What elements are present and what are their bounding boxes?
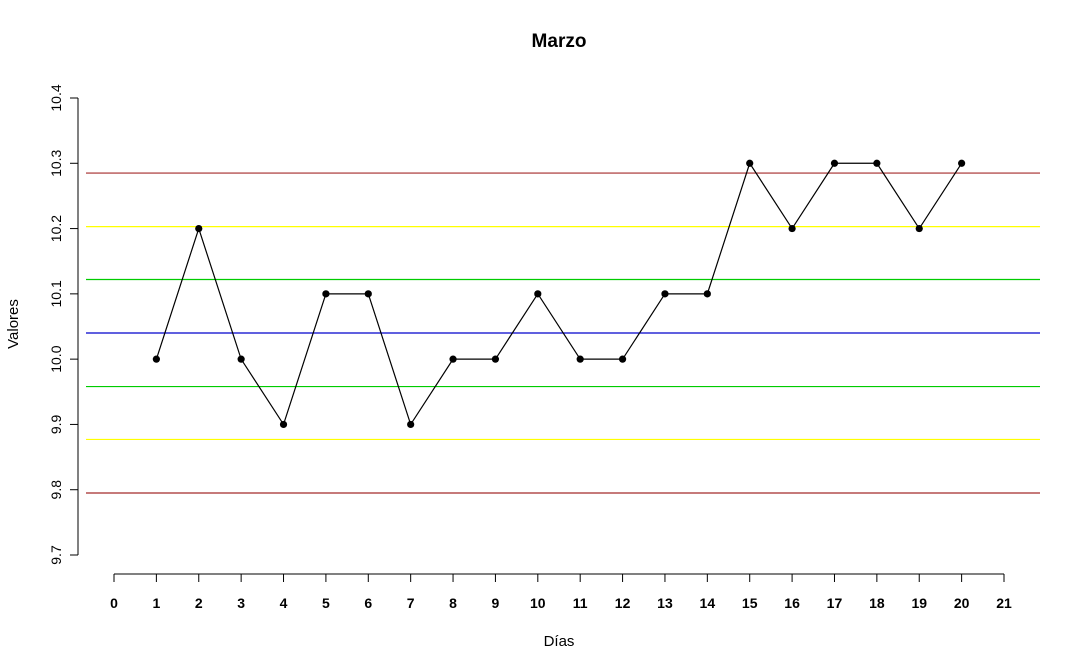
data-point-18: [873, 159, 881, 167]
x-tick-label-0: 0: [110, 595, 118, 611]
data-point-10: [534, 290, 542, 298]
chart-title: Marzo: [532, 31, 587, 52]
y-tick-label-7: 10.4: [48, 84, 64, 111]
data-point-2: [195, 224, 203, 233]
data-point-15: [746, 159, 754, 167]
data-point-6: [364, 290, 372, 298]
x-tick-label-9: 9: [492, 595, 500, 611]
x-tick-label-12: 12: [615, 595, 631, 611]
x-tick-label-19: 19: [911, 595, 927, 611]
y-tick-label-3: 10.0: [48, 345, 64, 372]
x-tick-label-8: 8: [449, 595, 457, 611]
data-point-11: [576, 355, 584, 363]
y-tick-label-0: 9.7: [48, 545, 64, 565]
data-point-12: [618, 355, 627, 363]
data-point-9: [491, 355, 500, 363]
data-point-19: [915, 224, 923, 233]
x-tick-label-1: 1: [152, 595, 160, 611]
data-point-13: [661, 290, 669, 298]
x-tick-label-17: 17: [827, 595, 843, 611]
x-tick-label-13: 13: [657, 595, 673, 611]
data-series: [152, 159, 966, 429]
x-tick-label-4: 4: [280, 595, 288, 611]
series-line-0: [155, 161, 963, 426]
x-tick-label-14: 14: [700, 595, 716, 611]
x-tick-label-15: 15: [742, 595, 758, 611]
data-point-14: [703, 290, 711, 298]
y-tick-label-6: 10.3: [48, 149, 64, 176]
x-tick-label-10: 10: [530, 595, 546, 611]
x-tick-label-20: 20: [954, 595, 970, 611]
data-point-8: [449, 355, 457, 363]
x-tick-label-16: 16: [784, 595, 800, 611]
data-point-4: [279, 420, 288, 429]
x-tick-label-6: 6: [364, 595, 372, 611]
y-tick-label-4: 10.1: [48, 280, 64, 307]
control-limit-lines: [86, 172, 1040, 494]
x-tick-label-21: 21: [996, 595, 1012, 611]
y-axis-label: Valores: [5, 299, 22, 349]
x-tick-label-5: 5: [322, 595, 330, 611]
data-point-16: [788, 224, 796, 233]
x-tick-label-11: 11: [573, 595, 588, 611]
y-tick-label-1: 9.8: [48, 480, 64, 500]
data-point-1: [152, 355, 160, 363]
x-tick-label-18: 18: [869, 595, 885, 611]
data-point-3: [237, 355, 245, 363]
y-tick-label-5: 10.2: [48, 215, 64, 242]
x-tick-label-3: 3: [237, 595, 245, 611]
data-point-7: [407, 420, 415, 429]
y-tick-label-2: 9.9: [48, 414, 64, 434]
data-point-17: [830, 159, 839, 167]
x-axis: 0 1 2 3 4 5 6 7 8 9 10 11 12 13 14 15 16 17 18 19 20 21: [110, 573, 1012, 611]
data-point-20: [958, 159, 966, 167]
x-axis-label: Días: [544, 633, 575, 650]
x-tick-label-7: 7: [407, 595, 415, 611]
data-point-5: [322, 290, 330, 298]
x-tick-label-2: 2: [195, 595, 203, 611]
y-axis: 9.7 9.8 9.9 10.0 10.1 10.2 10.3 10.4: [48, 84, 79, 565]
